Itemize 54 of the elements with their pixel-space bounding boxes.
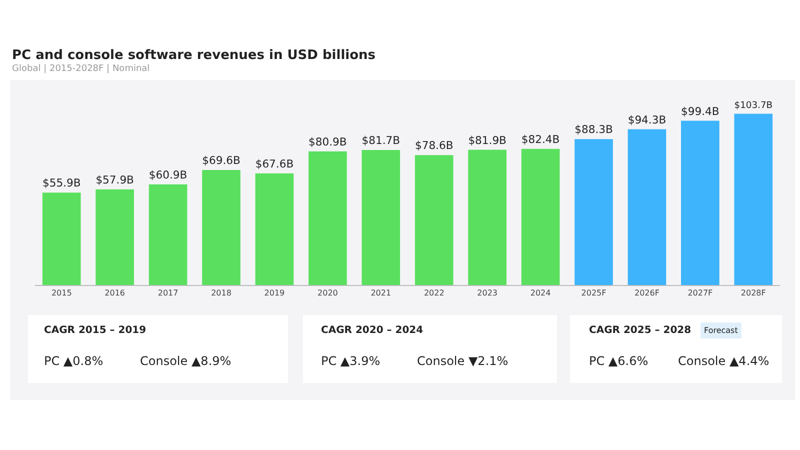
text: PC ▲0.8% — [44, 354, 104, 368]
data-label: $88.3B — [574, 123, 613, 136]
x-tick-label: 2016 — [104, 288, 125, 298]
bar — [308, 151, 347, 285]
chart-title: PC and console software revenues in USD billions — [12, 48, 376, 63]
text: Console ▲4.4% — [678, 354, 770, 368]
text: PC ▲6.6% — [589, 354, 648, 368]
data-label: $67.6B — [255, 157, 294, 170]
x-tick-label: 2026F — [634, 288, 660, 298]
data-label: $60.9B — [148, 168, 188, 182]
x-tick-label: 2025F — [581, 288, 607, 298]
bar — [734, 114, 773, 285]
x-tick-label: 2015 — [51, 288, 72, 298]
data-label: $94.3B — [628, 113, 666, 126]
text: CAGR 2025 – 2028 — [589, 325, 692, 336]
data-label: $78.6B — [414, 139, 454, 152]
bar — [521, 148, 560, 285]
x-tick-label: 2021 — [370, 288, 392, 298]
data-label: $82.4B — [521, 132, 560, 146]
bar — [628, 129, 666, 285]
bar — [468, 150, 506, 285]
text: CAGR 2015 – 2019 — [44, 325, 146, 336]
x-tick-label: 2022 — [424, 288, 444, 298]
bar — [681, 120, 720, 285]
bar — [414, 155, 454, 285]
data-label: $55.9B — [42, 176, 81, 190]
x-tick-label: 2024 — [530, 288, 551, 298]
x-tick-label: 2023 — [477, 288, 498, 298]
x-tick-label: 2018 — [211, 288, 232, 298]
bar — [42, 192, 81, 285]
data-label: $81.7B — [362, 134, 400, 148]
x-tick-label: 2027F — [688, 288, 714, 298]
text: Console ▼2.1% — [417, 354, 508, 368]
data-label: $81.9B — [468, 134, 506, 147]
data-label: $69.6B — [202, 154, 240, 168]
text: PC ▲3.9% — [321, 354, 380, 368]
bar — [574, 139, 613, 285]
data-label: $80.9B — [308, 135, 347, 148]
bar — [96, 189, 134, 285]
bar — [148, 184, 188, 285]
x-tick-label: 2020 — [318, 288, 338, 298]
text: Forecast — [704, 326, 738, 335]
data-label: $99.4B — [681, 104, 720, 118]
bar — [362, 150, 400, 285]
text: Console ▲8.9% — [140, 354, 232, 368]
chart-subtitle: Global | 2015-2028F | Nominal — [12, 64, 150, 74]
text: CAGR 2020 – 2024 — [321, 325, 424, 336]
data-label: $103.7B — [734, 101, 773, 112]
data-label: $57.9B — [96, 173, 134, 186]
bar — [202, 170, 240, 285]
x-tick-label: 2017 — [158, 288, 178, 298]
bar — [255, 173, 294, 285]
x-tick-label: 2028F — [740, 288, 766, 298]
x-tick-label: 2019 — [264, 288, 285, 298]
